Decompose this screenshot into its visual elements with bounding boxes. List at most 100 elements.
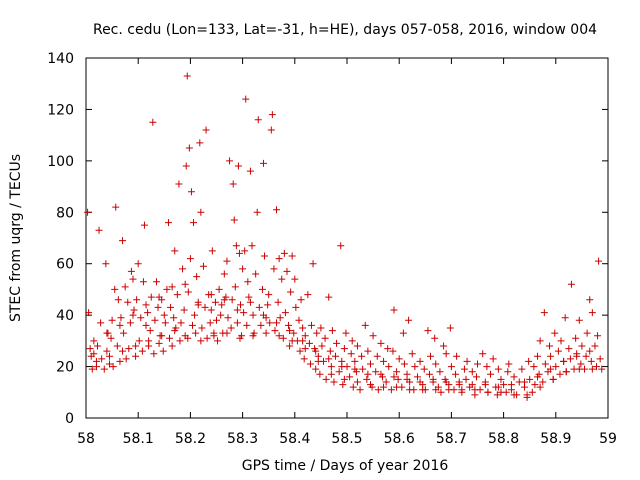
data-point xyxy=(197,208,205,216)
data-point xyxy=(119,347,127,355)
data-point xyxy=(332,352,340,360)
data-point xyxy=(288,337,296,345)
data-point xyxy=(312,347,320,355)
data-point xyxy=(458,386,466,394)
data-point xyxy=(290,329,298,337)
data-point xyxy=(180,306,188,314)
data-point xyxy=(363,375,371,383)
x-axis-label: GPS time / Days of year 2016 xyxy=(242,458,449,474)
data-point xyxy=(147,293,155,301)
data-point xyxy=(507,381,515,389)
data-point xyxy=(287,288,295,296)
data-point xyxy=(453,352,461,360)
data-point xyxy=(540,309,548,317)
x-tick-label: 58.4 xyxy=(279,431,310,447)
x-tick-label: 58.5 xyxy=(331,431,362,447)
data-point xyxy=(425,370,433,378)
data-point xyxy=(364,370,372,378)
data-point xyxy=(176,337,184,345)
data-point xyxy=(295,316,303,324)
data-point xyxy=(262,329,270,337)
data-point xyxy=(419,386,427,394)
data-point xyxy=(279,334,287,342)
x-tick-label: 58.2 xyxy=(175,431,206,447)
data-point xyxy=(301,332,309,340)
data-point xyxy=(411,363,419,371)
data-point xyxy=(265,291,273,299)
data-point xyxy=(462,375,470,383)
data-points xyxy=(84,72,606,401)
data-point xyxy=(142,321,150,329)
data-point xyxy=(155,293,163,301)
data-point xyxy=(578,342,586,350)
data-point xyxy=(167,303,175,311)
data-point xyxy=(127,267,135,275)
data-point xyxy=(103,347,111,355)
data-point xyxy=(111,285,119,293)
data-point xyxy=(283,267,291,275)
data-point xyxy=(210,332,218,340)
y-tick-label: 80 xyxy=(56,205,74,221)
data-point xyxy=(300,355,308,363)
data-point xyxy=(582,352,590,360)
data-point xyxy=(327,363,335,371)
data-point xyxy=(100,365,108,373)
data-point xyxy=(301,345,309,353)
data-point xyxy=(337,242,345,250)
data-point xyxy=(420,365,428,373)
data-point xyxy=(504,368,512,376)
data-point xyxy=(403,375,411,383)
data-point xyxy=(395,355,403,363)
data-point xyxy=(327,370,335,378)
data-point xyxy=(213,316,220,324)
data-point xyxy=(305,339,313,347)
data-point xyxy=(377,339,385,347)
data-point xyxy=(117,314,125,322)
data-point xyxy=(384,345,392,353)
data-point xyxy=(393,368,401,376)
data-point xyxy=(318,342,326,350)
data-point xyxy=(275,255,283,263)
data-point xyxy=(353,378,361,386)
data-point xyxy=(90,337,98,345)
data-point xyxy=(199,262,207,270)
data-point xyxy=(158,332,166,340)
data-point xyxy=(103,329,111,337)
data-point xyxy=(306,360,314,368)
data-point xyxy=(257,321,265,329)
data-point xyxy=(93,342,101,350)
data-point xyxy=(562,368,570,376)
data-point xyxy=(168,283,176,291)
data-point xyxy=(227,324,235,332)
data-point xyxy=(196,139,204,147)
data-point xyxy=(561,314,569,322)
data-point xyxy=(105,360,113,368)
data-point xyxy=(494,383,502,391)
data-point xyxy=(497,375,505,383)
data-point xyxy=(330,378,338,386)
data-point xyxy=(335,368,343,376)
data-point xyxy=(406,386,414,394)
data-point xyxy=(114,296,122,304)
data-point xyxy=(274,298,282,306)
data-point xyxy=(184,334,192,342)
data-point xyxy=(122,355,130,363)
data-point xyxy=(187,188,195,196)
data-point xyxy=(299,324,307,332)
data-point xyxy=(551,329,559,337)
data-point xyxy=(308,321,316,329)
data-point xyxy=(107,334,115,342)
data-point xyxy=(447,363,455,371)
data-point xyxy=(587,357,595,365)
data-point xyxy=(276,314,284,322)
data-point xyxy=(539,378,547,386)
data-point xyxy=(377,370,385,378)
data-point xyxy=(270,265,278,273)
data-point xyxy=(358,352,366,360)
data-point xyxy=(233,306,241,314)
data-point xyxy=(534,352,542,360)
data-point xyxy=(474,360,481,368)
data-point xyxy=(523,391,531,399)
data-point xyxy=(150,350,158,358)
data-point xyxy=(255,303,263,311)
